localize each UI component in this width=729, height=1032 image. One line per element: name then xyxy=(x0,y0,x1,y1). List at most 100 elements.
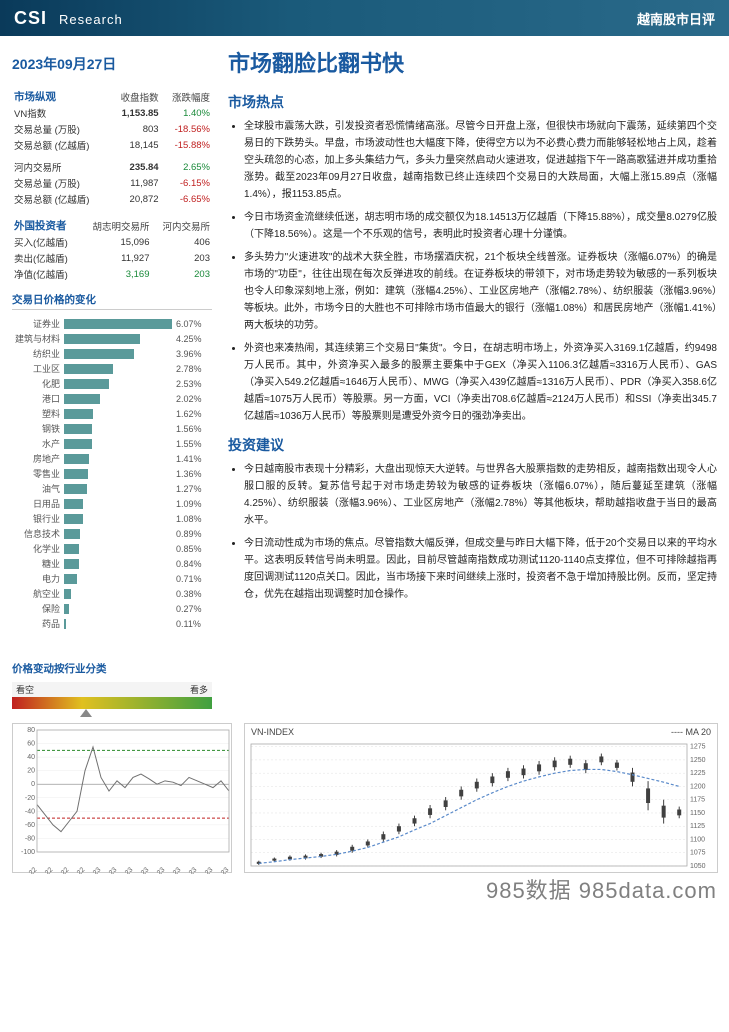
hot-item: 今日市场资金流继续低迷，胡志明市场的成交额仅为18.14513万亿越盾（下降15… xyxy=(244,209,717,243)
bar xyxy=(64,559,79,569)
hot-title: 市场热点 xyxy=(228,92,717,112)
advice-item: 今日流动性成为市场的焦点。尽管指数大幅反弹，但成交量与昨日大幅下降，低于20个交… xyxy=(244,535,717,603)
bar-label: 航空业 xyxy=(12,587,64,600)
for-label: 净值(亿越盾) xyxy=(12,266,80,282)
svg-text:Jul-23: Jul-23 xyxy=(180,866,199,874)
bar xyxy=(64,364,113,374)
bar-label: 保险 xyxy=(12,602,64,615)
bar-label: 证券业 xyxy=(12,317,64,330)
report-date: 2023年09月27日 xyxy=(12,54,212,74)
mo-label: 交易总额 (亿越盾) xyxy=(12,191,109,207)
bar xyxy=(64,439,92,449)
main-title: 市场翻脸比翻书快 xyxy=(228,46,717,78)
svg-text:Apr-23: Apr-23 xyxy=(131,866,151,874)
bar-row: 建筑与材料 4.25% xyxy=(12,331,212,346)
for-title: 外国投资者 xyxy=(12,217,80,234)
svg-text:1100: 1100 xyxy=(690,836,705,843)
svg-text:1075: 1075 xyxy=(690,850,706,857)
bar-row: 保险 0.27% xyxy=(12,601,212,616)
bar-value: 1.27% xyxy=(172,484,212,494)
bar-row: 航空业 0.38% xyxy=(12,586,212,601)
bar-label: 药品 xyxy=(12,617,64,630)
svg-text:1050: 1050 xyxy=(690,863,706,870)
brand: CSI Research xyxy=(14,8,123,29)
bar-value: 0.38% xyxy=(172,589,212,599)
bar-value: 6.07% xyxy=(172,319,212,329)
charts-row: 806040200-20-40-60-80-100Sep-22Oct-22Nov… xyxy=(0,715,729,877)
svg-text:1125: 1125 xyxy=(690,823,705,830)
bar-value: 4.25% xyxy=(172,334,212,344)
bar-value: 0.71% xyxy=(172,574,212,584)
bar xyxy=(64,379,109,389)
bar xyxy=(64,619,66,629)
bar xyxy=(64,544,79,554)
pc-title: 交易日价格的变化 xyxy=(12,292,212,310)
svg-text:-60: -60 xyxy=(25,822,35,829)
bar xyxy=(64,424,92,434)
mo-label: VN指数 xyxy=(12,105,109,121)
page-body: 2023年09月27日 市场纵观 收盘指数 涨跌幅度 VN指数 1,153.85… xyxy=(0,36,729,715)
svg-text:0: 0 xyxy=(31,781,35,788)
mo-label: 河内交易所 xyxy=(12,156,109,175)
advice-item: 今日越南股市表现十分精彩，大盘出现惊天大逆转。与世界各大股票指数的走势相反，越南… xyxy=(244,461,717,529)
bar-label: 糖业 xyxy=(12,557,64,570)
for-v2: 203 xyxy=(152,266,213,282)
mo-v2: -6.15% xyxy=(161,175,212,191)
bar-label: 建筑与材料 xyxy=(12,332,64,345)
bar-label: 工业区 xyxy=(12,362,64,375)
bar-value: 2.02% xyxy=(172,394,212,404)
chart-large-title: VN-INDEX xyxy=(251,727,294,737)
mo-col1: 收盘指数 xyxy=(109,88,160,105)
bar-label: 塑料 xyxy=(12,407,64,420)
mo-label: 交易总量 (万股) xyxy=(12,175,109,191)
bar-label: 钢铁 xyxy=(12,422,64,435)
bar-value: 1.41% xyxy=(172,454,212,464)
bar-row: 日用品 1.09% xyxy=(12,496,212,511)
mo-v2: -18.56% xyxy=(161,121,212,137)
bar-label: 港口 xyxy=(12,392,64,405)
svg-text:-20: -20 xyxy=(25,795,35,802)
bar xyxy=(64,484,87,494)
bar-label: 水产 xyxy=(12,437,64,450)
svg-text:-80: -80 xyxy=(25,835,35,842)
bar xyxy=(64,529,80,539)
svg-text:Jun-23: Jun-23 xyxy=(162,866,182,874)
bar xyxy=(64,514,83,524)
svg-text:-100: -100 xyxy=(21,849,35,856)
bar-value: 2.78% xyxy=(172,364,212,374)
chart-large-legend: ---- MA 20 xyxy=(671,727,711,737)
svg-text:1275: 1275 xyxy=(690,744,706,751)
mo-v1: 11,987 xyxy=(109,175,160,191)
chart-small-svg: 806040200-20-40-60-80-100Sep-22Oct-22Nov… xyxy=(13,724,233,874)
mo-col2: 涨跌幅度 xyxy=(161,88,212,105)
left-column: 2023年09月27日 市场纵观 收盘指数 涨跌幅度 VN指数 1,153.85… xyxy=(12,46,212,711)
for-v2: 406 xyxy=(152,234,213,250)
bar-value: 1.56% xyxy=(172,424,212,434)
bar-label: 电力 xyxy=(12,572,64,585)
svg-text:40: 40 xyxy=(27,754,35,761)
sentiment-marker xyxy=(80,709,92,717)
bar-label: 房地产 xyxy=(12,452,64,465)
for-v1: 3,169 xyxy=(80,266,152,282)
bar-label: 银行业 xyxy=(12,512,64,525)
bar-row: 化肥 2.53% xyxy=(12,376,212,391)
bar-row: 化学业 0.85% xyxy=(12,541,212,556)
bar-row: 零售业 1.36% xyxy=(12,466,212,481)
bar-value: 0.85% xyxy=(172,544,212,554)
bar-row: 糖业 0.84% xyxy=(12,556,212,571)
bar xyxy=(64,454,89,464)
svg-text:-40: -40 xyxy=(25,808,35,815)
bar-row: 纺织业 3.96% xyxy=(12,346,212,361)
mo-v1: 20,872 xyxy=(109,191,160,207)
bar-value: 1.08% xyxy=(172,514,212,524)
bar-value: 2.53% xyxy=(172,379,212,389)
svg-text:1225: 1225 xyxy=(690,770,706,777)
bar-row: 银行业 1.08% xyxy=(12,511,212,526)
brand-name: CSI xyxy=(14,8,47,28)
for-col1: 胡志明交易所 xyxy=(80,217,152,234)
bar-row: 水产 1.55% xyxy=(12,436,212,451)
chart-large-titlebar: VN-INDEX ---- MA 20 xyxy=(245,724,717,740)
mo-v2: 2.65% xyxy=(161,156,212,175)
chart-large: VN-INDEX ---- MA 20 12751250122512001175… xyxy=(244,723,718,873)
svg-text:20: 20 xyxy=(27,768,35,775)
